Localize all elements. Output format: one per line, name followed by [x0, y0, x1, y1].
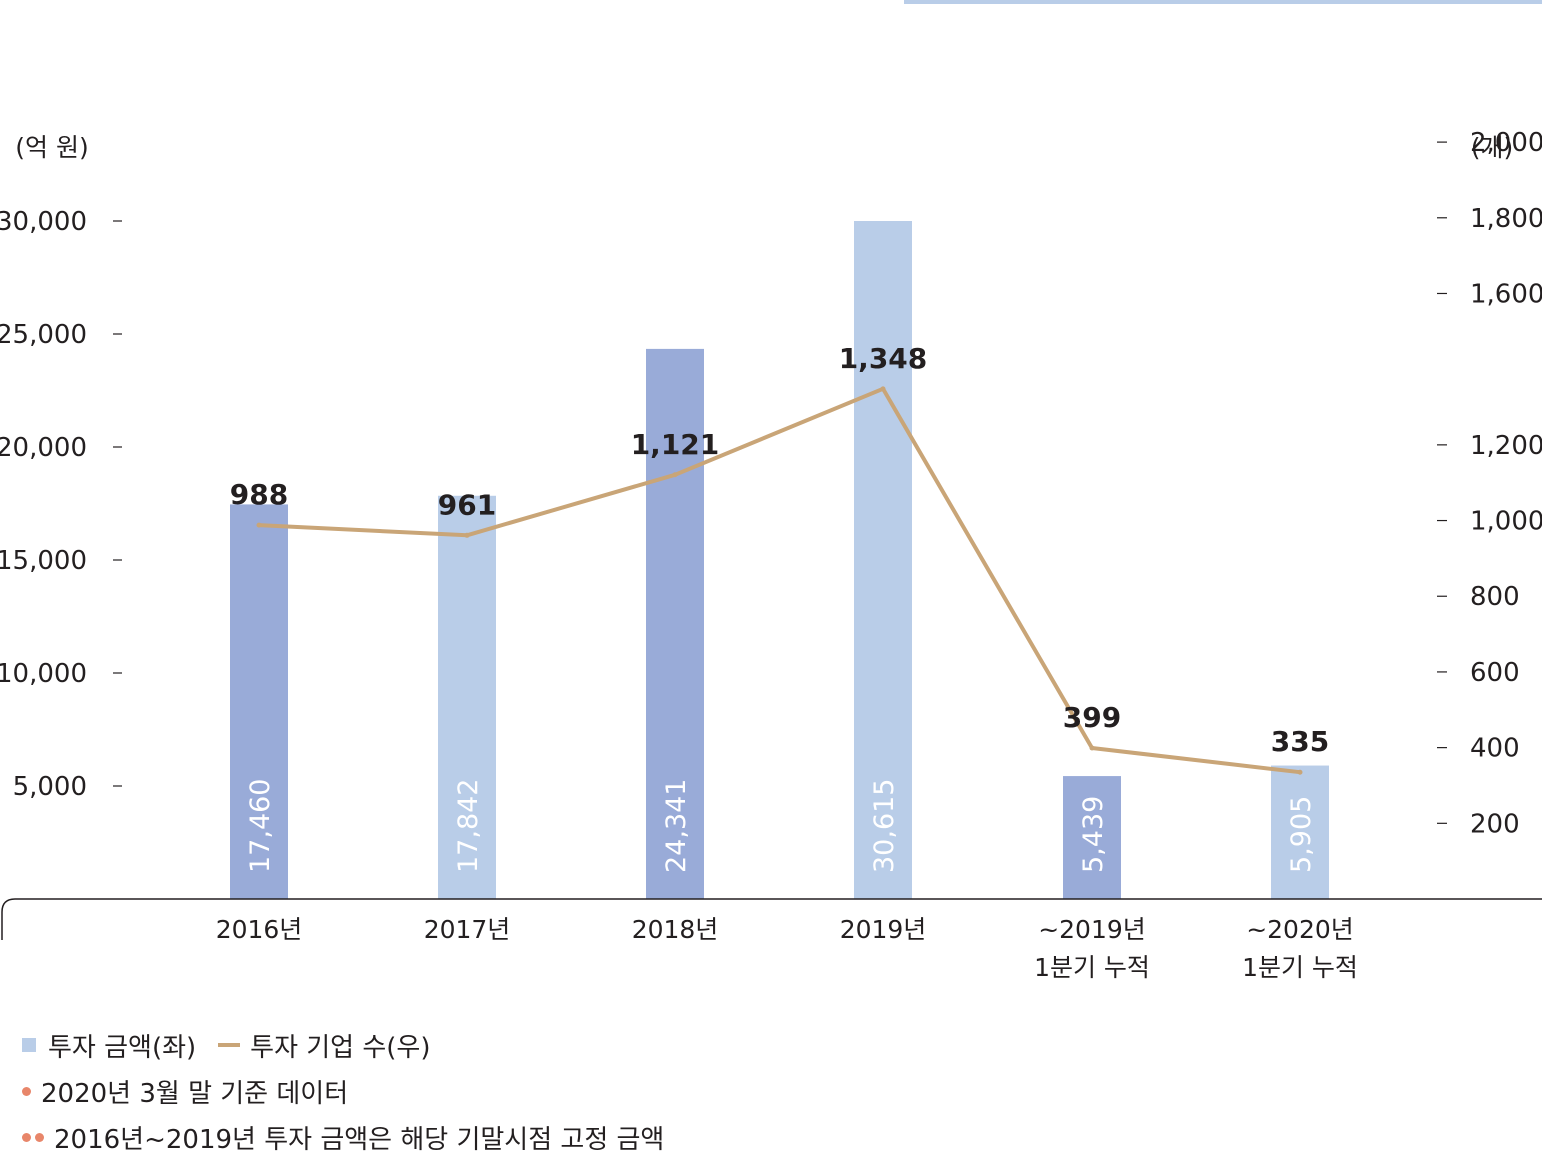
- left-tick-label: 15,000: [0, 546, 87, 576]
- x-category-label: ~2019년 1분기 누적: [1034, 915, 1150, 982]
- line-swatch-icon: [218, 1043, 241, 1047]
- line-value-label: 1,348: [839, 342, 928, 375]
- line-point: [1297, 769, 1303, 775]
- right-axis-unit: (개): [1471, 133, 1514, 162]
- right-tick-label: 1,600: [1470, 279, 1542, 309]
- top-rule: [904, 0, 1542, 4]
- line-point: [464, 532, 470, 538]
- line-value-label: 988: [230, 478, 288, 511]
- bar-value-label: 5,905: [1286, 796, 1317, 873]
- x-category-label: 2019년: [840, 915, 927, 944]
- legend-line-label: 투자 기업 수(우): [250, 1032, 431, 1063]
- line-value-label: 335: [1271, 725, 1329, 758]
- bar-swatch-icon: [22, 1038, 36, 1052]
- legend-bar-label: 투자 금액(좌): [48, 1032, 197, 1063]
- bullet-dot-icon: [22, 1086, 35, 1096]
- right-tick-label: 200: [1470, 809, 1520, 839]
- x-category-label: 2016년: [216, 915, 303, 944]
- bar-value-label: 17,842: [453, 779, 484, 873]
- line-point: [672, 472, 678, 478]
- note-1: 2020년 3월 말 기준 데이터: [22, 1068, 664, 1114]
- left-tick-label: 25,000: [0, 320, 87, 350]
- line-value-label: 961: [438, 488, 496, 521]
- x-category-label: 2017년: [424, 915, 511, 944]
- right-tick-label: 2,000: [1470, 128, 1542, 158]
- right-tick-label: 1,200: [1470, 431, 1542, 461]
- bar: [854, 221, 912, 899]
- line-label-group: 988 961 1,121 1,348 399 335: [230, 342, 1329, 775]
- bar-value-label: 30,615: [869, 779, 900, 873]
- right-tick-label: 1,000: [1470, 507, 1542, 537]
- legend-row: 투자 금액(좌) 투자 기업 수(우): [22, 1022, 664, 1068]
- bar: [438, 495, 496, 899]
- line-value-label: 399: [1063, 701, 1121, 734]
- line-series: [258, 386, 1301, 775]
- left-tick-label: 5,000: [13, 772, 87, 802]
- line-point: [1089, 745, 1095, 751]
- line-point: [880, 386, 886, 392]
- bar: [646, 348, 704, 899]
- right-tick-label: 400: [1470, 734, 1520, 764]
- note-2: 2016년~2019년 투자 금액은 해당 기말시점 고정 금액: [22, 1114, 664, 1160]
- right-tick-label: 800: [1470, 582, 1520, 612]
- x-category-label: 2018년: [632, 915, 719, 944]
- right-axis: 200 400 600 800 1,000 1,200 1,600 1,800 2,000: [1437, 128, 1542, 839]
- line-point: [256, 522, 262, 528]
- double-bullet-dot-icon: [22, 1132, 48, 1142]
- bar: [1271, 765, 1329, 899]
- left-axis: 5,000 10,000 15,000 20,000 25,000 30,000: [0, 207, 122, 802]
- bar-value-label: 17,460: [245, 779, 276, 873]
- note-1-text: 2020년 3월 말 기준 데이터: [41, 1078, 349, 1109]
- line-value-label: 1,121: [631, 428, 720, 461]
- left-tick-label: 20,000: [0, 433, 87, 463]
- bar: [1063, 776, 1121, 899]
- bar: [230, 504, 288, 899]
- right-tick-label: 1,800: [1470, 204, 1542, 234]
- right-tick-label: 600: [1470, 658, 1520, 688]
- x-category-label: ~2020년 1분기 누적: [1242, 915, 1358, 982]
- legend: 투자 금액(좌) 투자 기업 수(우) 2020년 3월 말 기준 데이터 20…: [22, 1022, 664, 1160]
- left-tick-label: 10,000: [0, 659, 87, 689]
- left-axis-unit: (억 원): [15, 133, 88, 162]
- x-axis: 2016년 2017년 2018년 2019년 ~2019년 1분기 누적 ~2020년 1분…: [216, 915, 1358, 982]
- bar-value-label: 24,341: [661, 779, 692, 873]
- bar-series: 17,460 17,842 24,341 30,615 5,439 5,905: [230, 221, 1329, 899]
- bar-value-label: 5,439: [1078, 796, 1109, 873]
- left-tick-label: 30,000: [0, 207, 87, 237]
- baseline: [1, 898, 1542, 940]
- note-2-text: 2016년~2019년 투자 금액은 해당 기말시점 고정 금액: [54, 1124, 665, 1155]
